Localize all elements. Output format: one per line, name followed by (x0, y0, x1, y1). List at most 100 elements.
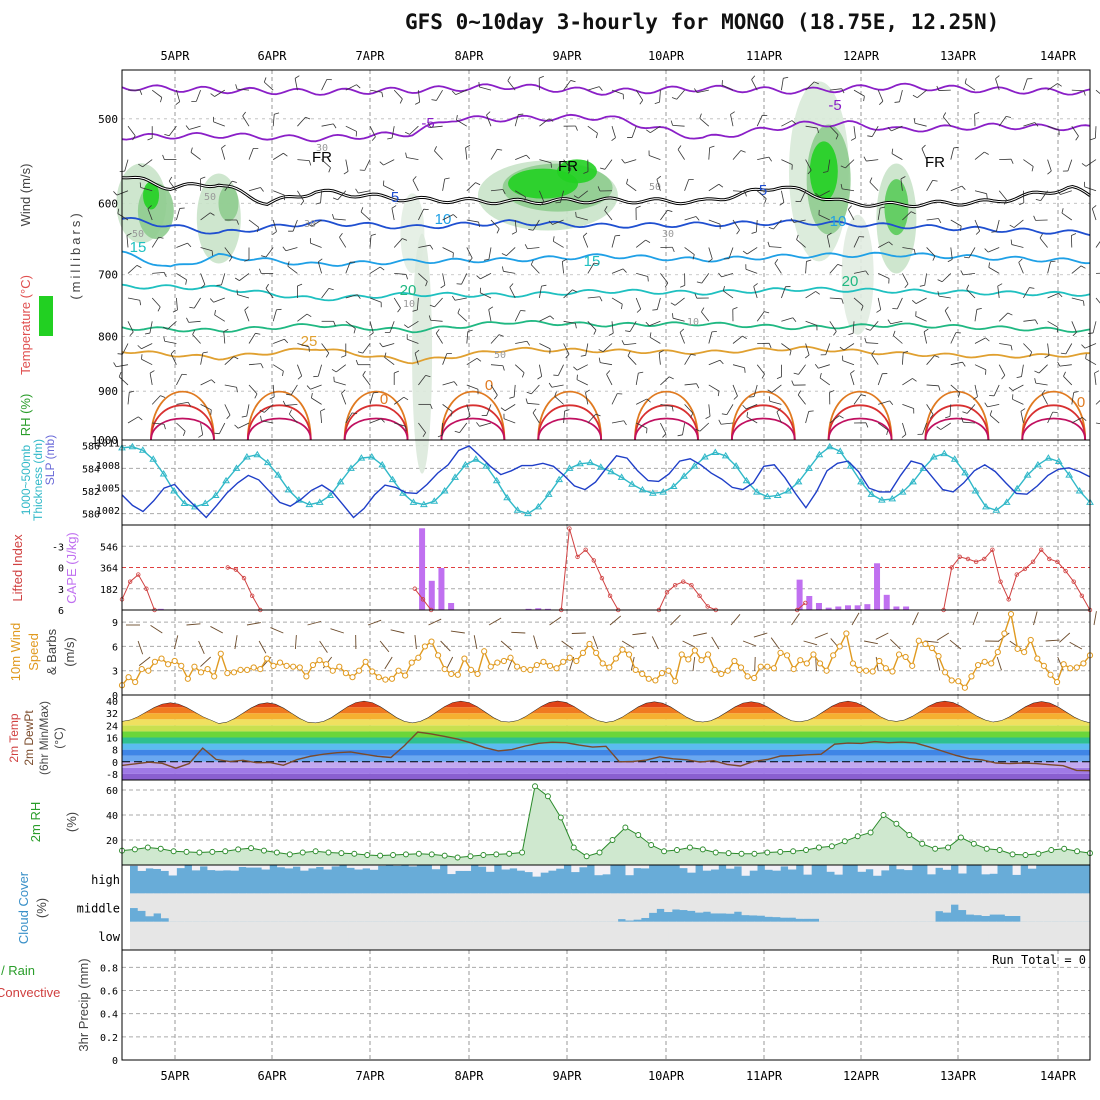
wind-barb (151, 237, 159, 248)
thickness-tick-label: 580 (82, 510, 100, 521)
wind-barb (993, 384, 1000, 397)
isotherm-20 (121, 319, 1091, 334)
wind-barb (486, 404, 492, 416)
wind-barb-flag (690, 354, 696, 356)
cloud-clear-low (410, 921, 420, 950)
wind-barb (926, 384, 939, 387)
cloud-clear-middle (284, 893, 293, 922)
cloud-clear-middle (935, 893, 944, 912)
cloud-clear-low (949, 921, 958, 950)
wind-barb (805, 159, 812, 171)
wind-barb-flag (595, 133, 598, 139)
wind-barb (988, 267, 1000, 274)
cloud-clear-middle (695, 893, 704, 913)
wind-barb-flag (622, 268, 627, 273)
wind-barb-flag (235, 84, 238, 90)
wind-barb (732, 219, 740, 231)
isotherm-label: 15 (584, 253, 601, 270)
wind-barb-flag (835, 134, 839, 140)
wind-barb-flag (595, 413, 601, 417)
cloud-clear-middle (424, 893, 433, 922)
wind-barb-flag (604, 206, 608, 211)
temp-band (122, 713, 1090, 720)
wind-barb-flag (509, 283, 514, 288)
temp-ylabel: 2m Temp 2m DewPt (6hr Min/Max) (°C) (7, 701, 66, 775)
surface-wind-barb (198, 640, 205, 654)
wind-barb-flag (454, 430, 460, 433)
wind-barb (636, 398, 648, 405)
wind-barb-flag (964, 78, 967, 84)
cloud-clear-middle (191, 893, 201, 922)
thickness-point (628, 480, 636, 487)
wind-barb (730, 114, 734, 127)
wind-label-line: (m/s) (62, 637, 77, 667)
cloud-clear-high (346, 865, 355, 868)
rh-point (222, 848, 229, 855)
cloud-clear-middle (184, 893, 193, 922)
wind-barb (297, 159, 310, 162)
wind-barb-flag (937, 291, 940, 297)
li-point (412, 586, 418, 591)
wind-speed-point (612, 655, 619, 662)
wind-barb-flag (1010, 345, 1013, 351)
wind-barb-flag (792, 317, 797, 322)
surface-wind-barb (996, 656, 1002, 671)
precip-ylabel: 3hr Precip (mm) (76, 958, 91, 1051)
wind-barb (1095, 297, 1100, 304)
wind-barb (297, 313, 308, 322)
cloud-clear-low (512, 921, 521, 950)
wind-barb-flag (841, 298, 844, 304)
cloud-clear-high (222, 865, 232, 871)
wind-barb-flag (669, 376, 674, 380)
cloud-clear-middle (648, 893, 657, 913)
wind-barb-flag (509, 396, 515, 399)
cloud-clear-high (176, 865, 185, 869)
thickness-point (243, 453, 251, 460)
wind-barb (1071, 417, 1083, 424)
cloud-clear-middle (1066, 893, 1075, 922)
wind-barb (514, 219, 517, 232)
cloud-clear-low (824, 921, 833, 950)
wind-barb-flag (160, 395, 166, 398)
wind-barb-flag (415, 101, 420, 105)
wind-barb (364, 159, 371, 171)
temp-tick-label: 40 (106, 697, 118, 708)
wind-barb (701, 311, 710, 322)
wind-barb (466, 331, 469, 344)
wind-barb (800, 190, 806, 202)
wind-barb (914, 122, 927, 127)
wind-barb (285, 247, 298, 252)
cloud-clear-middle (741, 893, 750, 916)
wind-barb (248, 187, 261, 192)
wind-barb-flag (526, 154, 531, 160)
wind-barb-flag (498, 334, 504, 337)
wind-barb-flag (654, 101, 660, 104)
wind-barb-flag (701, 307, 705, 313)
surface-wind-barb (330, 628, 344, 634)
cloud-clear-high (989, 865, 998, 874)
wind-barb-flag (864, 337, 867, 343)
cloud-clear-low (582, 921, 591, 950)
wind-barb-flag (360, 207, 364, 213)
rh-contour-label: 50 (132, 229, 144, 240)
rh-point (377, 852, 384, 859)
wind-barb-flag (789, 350, 792, 356)
wind-barb (321, 159, 331, 168)
temp-tick-label: 8 (112, 746, 118, 757)
wind-barb (539, 159, 552, 164)
wind-barb (660, 273, 669, 284)
wind-barb-flag (901, 434, 907, 438)
wind-barb-flag (1081, 344, 1086, 349)
wind-barb (636, 273, 648, 277)
surface-wind-barb (770, 637, 780, 650)
wind-barb (902, 352, 904, 365)
wind-barb-flag (645, 239, 651, 243)
cloud-clear-low (746, 921, 755, 950)
wind-barb-flag (761, 373, 765, 379)
wind-speed-point (237, 666, 244, 674)
cloud-clear-middle (733, 893, 743, 912)
rh-contour-label: 30 (316, 143, 328, 154)
rh-point (725, 850, 732, 857)
surface-wind-barb (1033, 611, 1038, 626)
wind-barb-flag (817, 127, 819, 134)
